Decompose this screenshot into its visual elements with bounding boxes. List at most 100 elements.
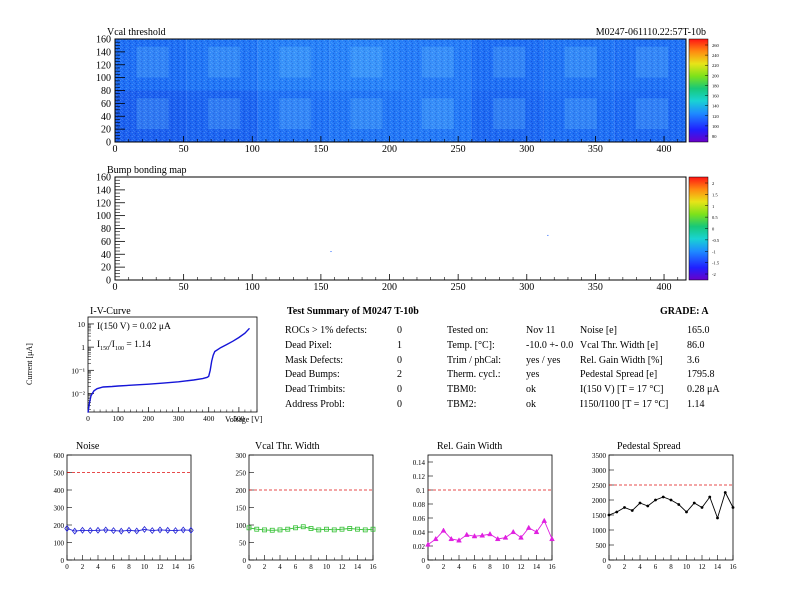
data-point bbox=[339, 526, 345, 532]
data-point bbox=[331, 527, 337, 533]
data-point bbox=[440, 527, 447, 533]
trend-x-tick-label: 6 bbox=[654, 563, 658, 571]
summary-title: Test Summary of M0247 T-10b bbox=[287, 306, 419, 317]
trend-x-tick-label: 14 bbox=[172, 563, 180, 571]
trend-y-tick-label: 300 bbox=[236, 452, 247, 460]
trend-x-tick-label: 12 bbox=[339, 563, 347, 571]
palette-tick-label: 240 bbox=[712, 53, 720, 58]
trend-y-tick-label: 0 bbox=[422, 557, 426, 565]
roc-highlight bbox=[207, 98, 240, 130]
palette-tick-label: -1 bbox=[712, 249, 716, 254]
trend-x-tick-label: 8 bbox=[488, 563, 492, 571]
iv-annotation-ratio: I150/I100 = 1.14 bbox=[97, 340, 151, 352]
summary-value: 1795.8 bbox=[687, 369, 715, 381]
iv-x-tick-label: 500 bbox=[233, 414, 245, 423]
summary-test-values: Nov 11 -10.0 +- 0.0 yes / yes yes ok ok bbox=[526, 324, 573, 413]
trend-y-tick-label: 0.02 bbox=[413, 543, 426, 551]
summary-label: TBM0: bbox=[447, 384, 477, 396]
y-tick-label: 20 bbox=[101, 263, 111, 274]
trend-y-tick-label: 500 bbox=[596, 542, 607, 550]
data-point bbox=[692, 501, 696, 505]
roc-block-noise bbox=[400, 90, 472, 142]
summary-value: yes bbox=[526, 369, 540, 381]
data-point bbox=[638, 501, 642, 505]
data-point bbox=[347, 526, 353, 531]
trend-x-tick-label: 12 bbox=[157, 563, 165, 571]
summary-value: 165.0 bbox=[687, 325, 710, 336]
trend-x-tick-label: 8 bbox=[669, 563, 673, 571]
iv-curve-title: I-V-Curve bbox=[90, 306, 131, 317]
data-point bbox=[362, 527, 368, 533]
trend-frame bbox=[608, 454, 734, 561]
summary-value: ok bbox=[526, 398, 536, 410]
summary-label: Dead Bumps: bbox=[285, 369, 340, 381]
roc-block-noise bbox=[471, 39, 544, 91]
roc-highlight bbox=[421, 46, 455, 78]
x-tick-label: 100 bbox=[245, 144, 260, 155]
palette-tick-label: 2 bbox=[712, 181, 714, 186]
data-point bbox=[254, 526, 260, 532]
summary-label: Dead Trimbits: bbox=[285, 384, 346, 396]
vcal-threshold-map: 0 50 100 150 200 250 300 350 4000204060801001201… bbox=[96, 35, 720, 156]
palette-tick-label: 120 bbox=[712, 114, 720, 119]
roc-block-noise bbox=[329, 90, 401, 142]
vcal-width-plot-title: Vcal Thr. Width bbox=[255, 441, 320, 452]
data-point bbox=[541, 517, 548, 523]
data-point bbox=[370, 526, 376, 532]
summary-label: ROCs > 1% defects: bbox=[285, 325, 368, 336]
trend-x-tick-label: 4 bbox=[96, 563, 100, 571]
roc-block-noise bbox=[115, 90, 187, 142]
trend-x-tick-label: 6 bbox=[112, 563, 116, 571]
y-tick-label: 60 bbox=[101, 237, 111, 248]
iv-y-tick-label: 10⁻¹ bbox=[71, 366, 85, 375]
trend-y-tick-label: 0.12 bbox=[413, 473, 426, 481]
summary-label: Noise [e] bbox=[580, 325, 617, 336]
iv-curve-line bbox=[87, 327, 251, 413]
trend-line bbox=[248, 526, 374, 531]
iv-x-tick-label: 400 bbox=[203, 414, 215, 423]
trend-y-tick-label: 100 bbox=[236, 522, 247, 530]
summary-value: -10.0 +- 0.0 bbox=[526, 339, 574, 351]
data-point bbox=[677, 503, 681, 506]
dead-bump-marker bbox=[330, 251, 332, 253]
roc-highlight bbox=[564, 98, 597, 130]
data-point bbox=[269, 527, 275, 533]
iv-annotation-current: I(150 V) = 0.02 μA bbox=[97, 322, 171, 332]
color-palette bbox=[689, 177, 708, 280]
data-point bbox=[661, 495, 665, 499]
summary-label: Mask Defects: bbox=[285, 354, 344, 366]
summary-defect-values: 0 1 0 2 0 0 bbox=[380, 324, 402, 413]
trend-x-tick-label: 16 bbox=[730, 563, 738, 571]
data-point bbox=[285, 526, 291, 532]
trend-frame bbox=[66, 454, 192, 561]
summary-value: yes / yes bbox=[526, 354, 561, 366]
trend-x-tick-label: 0 bbox=[426, 563, 430, 571]
trend-y-tick-label: 0.1 bbox=[416, 487, 425, 495]
trend-x-tick-label: 6 bbox=[294, 563, 298, 571]
data-point bbox=[72, 527, 78, 535]
trend-plot-0: 0 100 200 300 400 500 600 0 2 4 6 8 10 12 14 16 bbox=[54, 452, 196, 571]
iv-y-tick-label: 10 bbox=[78, 320, 86, 329]
x-tick-label: 250 bbox=[451, 144, 466, 155]
trend-y-tick-label: 200 bbox=[54, 522, 65, 530]
trend-y-tick-label: 200 bbox=[236, 487, 247, 495]
trend-y-tick-label: 500 bbox=[54, 470, 65, 478]
trend-y-tick-label: 0.06 bbox=[413, 515, 426, 523]
trend-y-tick-label: 150 bbox=[236, 505, 247, 513]
data-point bbox=[134, 527, 140, 535]
y-tick-label: 80 bbox=[101, 86, 111, 97]
y-tick-label: 80 bbox=[101, 224, 111, 235]
data-point bbox=[103, 526, 109, 534]
data-point bbox=[425, 541, 431, 547]
palette-tick-label: 180 bbox=[712, 83, 720, 88]
data-point bbox=[716, 516, 719, 520]
y-tick-label: 100 bbox=[96, 73, 111, 84]
data-point bbox=[448, 535, 455, 542]
iv-x-tick-label: 200 bbox=[143, 414, 155, 423]
trend-y-tick-label: 250 bbox=[236, 470, 247, 478]
data-point bbox=[525, 524, 532, 530]
trend-plot-2: 0 0.02 0.04 0.06 0.08 0.1 0.12 0.14 0 2 4 6 8 10 12 14 1… bbox=[413, 454, 556, 571]
trend-y-tick-label: 2500 bbox=[592, 482, 607, 490]
data-point bbox=[510, 528, 517, 535]
